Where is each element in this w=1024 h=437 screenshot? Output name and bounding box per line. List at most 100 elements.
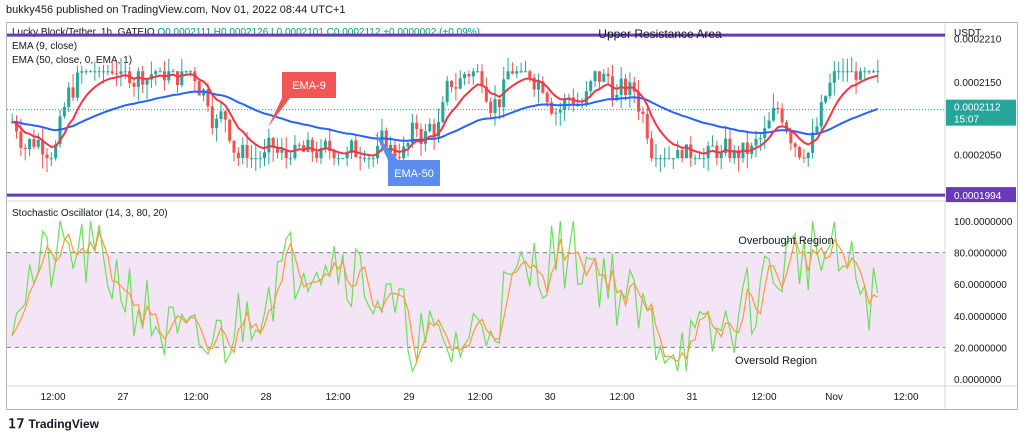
candle-body <box>680 150 684 159</box>
candle-body <box>423 131 427 144</box>
candle-body <box>158 71 162 73</box>
candle-body <box>106 71 110 73</box>
candle-body <box>215 118 219 129</box>
candle-body <box>306 139 310 152</box>
candle-body <box>289 158 293 160</box>
candle-body <box>767 120 771 129</box>
ema50-callout-label: EMA-50 <box>394 168 434 180</box>
candle-body <box>206 89 210 107</box>
price-axis-tick: 0.0002050 <box>954 151 1002 162</box>
candle-body <box>863 71 867 73</box>
stoch-legend[interactable]: Stochastic Oscillator (14, 3, 80, 20) <box>12 208 168 219</box>
candle-body <box>293 144 297 159</box>
candle-body <box>75 72 79 98</box>
candle-body <box>824 96 828 103</box>
candle-body <box>684 144 688 159</box>
candle-body <box>97 71 101 73</box>
ohlc-values: O0.0002111 H0.0002126 L0.0002101 C0.0002… <box>157 27 480 38</box>
time-axis-tick: 28 <box>260 392 272 403</box>
candle-body <box>480 71 484 87</box>
candle-body <box>432 123 436 137</box>
ema50-line <box>12 90 879 142</box>
candle-body <box>171 71 175 73</box>
time-axis-tick: 30 <box>544 392 556 403</box>
stoch-d-line <box>11 229 879 364</box>
candle-body <box>397 156 401 159</box>
time-axis-tick: 12:00 <box>893 392 918 403</box>
candle-body <box>354 140 358 158</box>
symbol-name[interactable]: Lucky Block/Tether, 1h, GATEIO <box>12 27 155 38</box>
candle-body <box>345 153 349 159</box>
candle-body <box>49 158 53 160</box>
candle-body <box>467 74 471 77</box>
candle-body <box>515 71 519 74</box>
candle-body <box>402 146 406 159</box>
support-price-tag <box>946 187 1016 203</box>
candle-body <box>54 144 58 159</box>
candle-body <box>815 126 819 133</box>
candle-body <box>471 71 475 77</box>
candle-body <box>845 71 849 73</box>
chart-frame <box>6 22 1018 410</box>
time-axis-tick: 31 <box>686 392 698 403</box>
candle-body <box>711 145 715 147</box>
candle-body <box>654 158 658 160</box>
candle-body <box>841 71 845 73</box>
candle-body <box>658 158 662 160</box>
symbol-legend: Lucky Block/Tether, 1h, GATEIO O0.000211… <box>12 27 480 38</box>
candle-body <box>236 152 240 159</box>
candle-body <box>323 140 327 148</box>
candle-body <box>463 74 467 79</box>
ema50-callout <box>375 133 440 186</box>
candle-body <box>550 102 554 114</box>
candle-body <box>328 140 332 152</box>
candle-body <box>645 114 649 139</box>
candle-body <box>280 149 284 153</box>
candle-body <box>93 71 97 73</box>
candle-body <box>571 97 575 106</box>
candle-body <box>828 82 832 97</box>
candle-body <box>367 158 371 160</box>
candle-body <box>628 82 632 95</box>
candle-body <box>789 131 793 144</box>
candle-body <box>780 108 784 123</box>
candle-body <box>241 145 245 159</box>
candle-body <box>450 80 454 88</box>
bar-countdown: 15:07 <box>954 115 979 126</box>
candle-body <box>671 158 675 160</box>
candle-body <box>67 87 71 107</box>
candle-body <box>819 102 823 127</box>
overbought-label: Overbought Region <box>738 235 833 247</box>
candle-body <box>837 71 841 73</box>
ema9-legend[interactable]: EMA (9, close) <box>12 41 78 52</box>
candle-body <box>232 140 236 153</box>
candle-body <box>602 73 606 82</box>
candle-body <box>489 101 493 113</box>
candle-body <box>115 73 119 75</box>
candle-body <box>871 71 875 73</box>
candle-body <box>663 158 667 160</box>
candle-body <box>341 158 345 160</box>
candle-body <box>271 137 275 148</box>
candle-body <box>428 123 432 132</box>
candle-body <box>15 121 19 132</box>
candle-body <box>732 150 736 159</box>
candle-body <box>832 71 836 83</box>
time-axis-tick: 12:00 <box>40 392 65 403</box>
ema50-legend[interactable]: EMA (50, close, 0, EMA, 1) <box>12 55 133 66</box>
candle-body <box>154 71 158 75</box>
candle-body <box>132 83 136 87</box>
candle-body <box>102 71 106 73</box>
candle-body <box>593 71 597 82</box>
candle-body <box>737 150 741 159</box>
candle-body <box>537 81 541 90</box>
candle-body <box>184 71 188 73</box>
candle-body <box>149 74 153 80</box>
candle-body <box>724 138 728 154</box>
candle-body <box>528 71 532 78</box>
candle-body <box>119 71 123 74</box>
price-axis-tick: 0.0002150 <box>954 78 1002 89</box>
candle-body <box>297 144 301 146</box>
candle-body <box>597 71 601 82</box>
